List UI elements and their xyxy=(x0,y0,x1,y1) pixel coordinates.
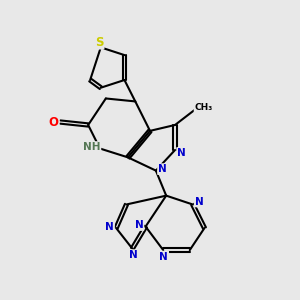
Text: N: N xyxy=(160,252,168,262)
Text: S: S xyxy=(95,36,103,49)
Text: CH₃: CH₃ xyxy=(194,103,213,112)
Text: NH: NH xyxy=(83,142,101,152)
Text: N: N xyxy=(195,196,203,206)
Text: O: O xyxy=(49,116,59,128)
Text: N: N xyxy=(128,250,137,260)
Text: N: N xyxy=(135,220,143,230)
Text: N: N xyxy=(105,222,114,232)
Text: N: N xyxy=(158,164,167,174)
Text: N: N xyxy=(177,148,186,158)
